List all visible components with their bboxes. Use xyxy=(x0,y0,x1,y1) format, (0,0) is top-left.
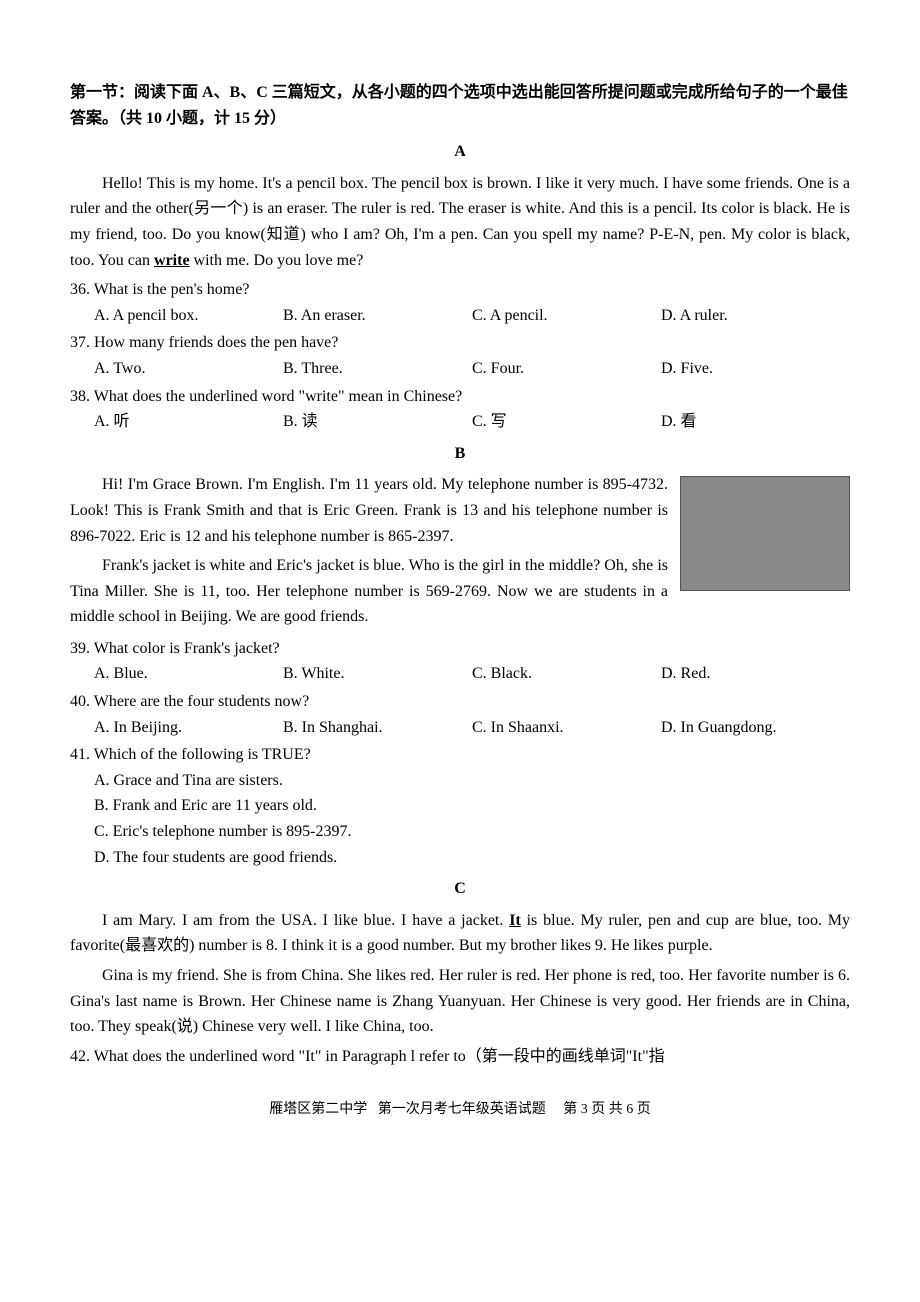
q36-b[interactable]: B. An eraser. xyxy=(283,303,472,329)
q39-c[interactable]: C. Black. xyxy=(472,661,661,687)
section-title: 第一节：阅读下面 A、B、C 三篇短文，从各小题的四个选项中选出能回答所提问题或… xyxy=(70,80,850,131)
q41-a[interactable]: A. Grace and Tina are sisters. xyxy=(70,768,850,794)
q37-stem: 37. How many friends does the pen have? xyxy=(70,330,850,356)
footer-page: 第 3 页 共 6 页 xyxy=(563,1102,651,1117)
q38-stem: 38. What does the underlined word "write… xyxy=(70,384,850,410)
passage-c-underlined: It xyxy=(509,912,521,929)
passage-a-underlined: write xyxy=(154,252,190,269)
q38-d[interactable]: D. 看 xyxy=(661,409,850,435)
passage-c-para1-pre: I am Mary. I am from the USA. I like blu… xyxy=(102,912,509,929)
passage-a-label: A xyxy=(70,139,850,165)
passage-c-para2: Gina is my friend. She is from China. Sh… xyxy=(70,963,850,1040)
q36-a[interactable]: A. A pencil box. xyxy=(94,303,283,329)
q40-options: A. In Beijing. B. In Shanghai. C. In Sha… xyxy=(70,715,850,741)
q36-stem: 36. What is the pen's home? xyxy=(70,277,850,303)
q38-a[interactable]: A. 听 xyxy=(94,409,283,435)
passage-b-image xyxy=(680,476,850,591)
q37-a[interactable]: A. Two. xyxy=(94,356,283,382)
q42-stem: 42. What does the underlined word "It" i… xyxy=(70,1044,850,1070)
q40-c[interactable]: C. In Shaanxi. xyxy=(472,715,661,741)
footer-school: 雁塔区第二中学 xyxy=(269,1102,367,1117)
q40-b[interactable]: B. In Shanghai. xyxy=(283,715,472,741)
q41-c[interactable]: C. Eric's telephone number is 895-2397. xyxy=(70,819,850,845)
q41-d[interactable]: D. The four students are good friends. xyxy=(70,845,850,871)
q37-d[interactable]: D. Five. xyxy=(661,356,850,382)
passage-a-post: with me. Do you love me? xyxy=(190,252,364,269)
q36-c[interactable]: C. A pencil. xyxy=(472,303,661,329)
q36-options: A. A pencil box. B. An eraser. C. A penc… xyxy=(70,303,850,329)
passage-a-text: Hello! This is my home. It's a pencil bo… xyxy=(70,171,850,273)
q39-b[interactable]: B. White. xyxy=(283,661,472,687)
q39-options: A. Blue. B. White. C. Black. D. Red. xyxy=(70,661,850,687)
q41-b[interactable]: B. Frank and Eric are 11 years old. xyxy=(70,793,850,819)
passage-b-label: B xyxy=(70,441,850,467)
q36-d[interactable]: D. A ruler. xyxy=(661,303,850,329)
q40-d[interactable]: D. In Guangdong. xyxy=(661,715,850,741)
q39-a[interactable]: A. Blue. xyxy=(94,661,283,687)
q38-options: A. 听 B. 读 C. 写 D. 看 xyxy=(70,409,850,435)
q37-b[interactable]: B. Three. xyxy=(283,356,472,382)
q41-stem: 41. Which of the following is TRUE? xyxy=(70,742,850,768)
q38-c[interactable]: C. 写 xyxy=(472,409,661,435)
q39-d[interactable]: D. Red. xyxy=(661,661,850,687)
q37-options: A. Two. B. Three. C. Four. D. Five. xyxy=(70,356,850,382)
q40-stem: 40. Where are the four students now? xyxy=(70,689,850,715)
passage-c-label: C xyxy=(70,876,850,902)
q40-a[interactable]: A. In Beijing. xyxy=(94,715,283,741)
footer-exam: 第一次月考七年级英语试题 xyxy=(378,1102,546,1117)
page-footer: 雁塔区第二中学 第一次月考七年级英语试题 第 3 页 共 6 页 xyxy=(70,1099,850,1121)
q41-options: A. Grace and Tina are sisters. B. Frank … xyxy=(70,768,850,870)
passage-c-para1: I am Mary. I am from the USA. I like blu… xyxy=(70,908,850,959)
q39-stem: 39. What color is Frank's jacket? xyxy=(70,636,850,662)
q38-b[interactable]: B. 读 xyxy=(283,409,472,435)
q37-c[interactable]: C. Four. xyxy=(472,356,661,382)
